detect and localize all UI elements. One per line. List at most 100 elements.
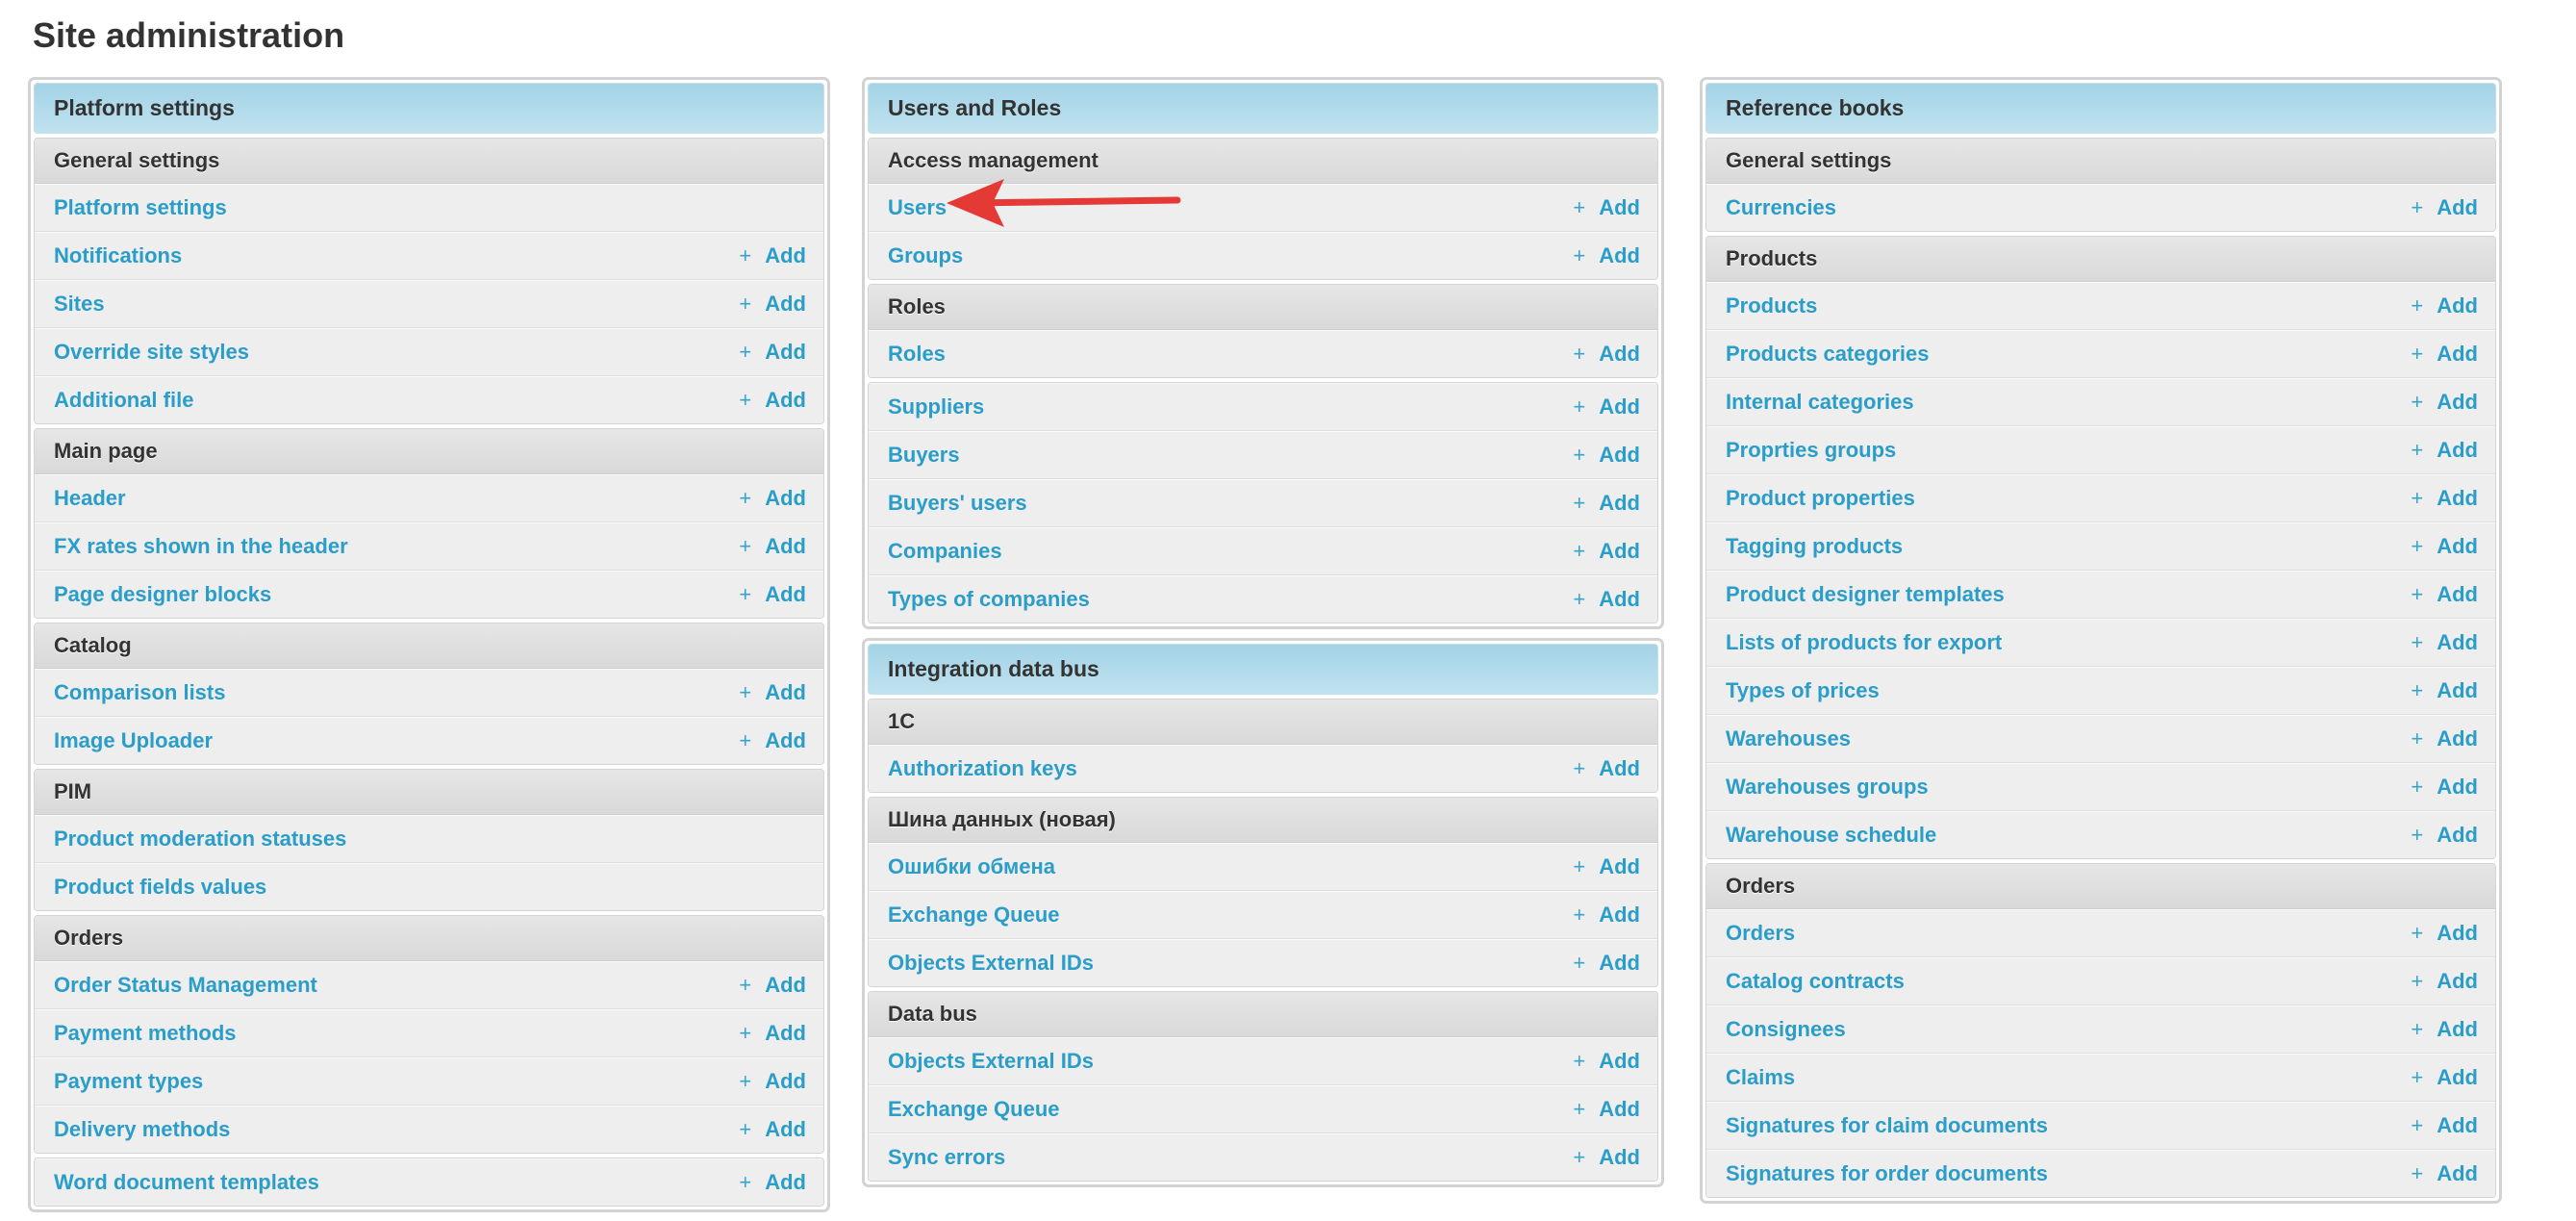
add-button[interactable]: + Add [2411, 668, 2478, 714]
link-product-moderation-statuses[interactable]: Product moderation statuses [54, 827, 347, 851]
add-button[interactable]: + Add [739, 1159, 806, 1206]
link-products-categories[interactable]: Products categories [1726, 342, 1930, 366]
link-payment-types[interactable]: Payment types [54, 1069, 204, 1093]
add-button[interactable]: + Add [739, 1107, 806, 1153]
add-button[interactable]: + Add [2411, 475, 2478, 521]
link-override-site-styles[interactable]: Override site styles [54, 340, 250, 364]
add-button[interactable]: + Add [1573, 844, 1640, 890]
link-warehouse-schedule[interactable]: Warehouse schedule [1726, 823, 1937, 847]
link-lists-of-products-for-export[interactable]: Lists of products for export [1726, 630, 2003, 654]
add-button[interactable]: + Add [1573, 1086, 1640, 1132]
plus-icon: + [739, 1021, 752, 1045]
link-order-status-management[interactable]: Order Status Management [54, 973, 317, 997]
link-buyers[interactable]: Buyers [888, 443, 960, 467]
add-button[interactable]: + Add [1573, 480, 1640, 526]
link-users[interactable]: Users [888, 195, 947, 219]
link-word-document-templates[interactable]: Word document templates [54, 1170, 319, 1194]
link-product-designer-templates[interactable]: Product designer templates [1726, 582, 2005, 606]
add-button[interactable]: + Add [739, 1058, 806, 1105]
link-notifications[interactable]: Notifications [54, 243, 183, 267]
add-button[interactable]: + Add [1573, 331, 1640, 377]
add-button[interactable]: + Add [2411, 331, 2478, 377]
link-catalog-contracts[interactable]: Catalog contracts [1726, 969, 1905, 993]
add-button[interactable]: + Add [739, 670, 806, 716]
link-platform-settings[interactable]: Platform settings [54, 195, 227, 219]
link-groups[interactable]: Groups [888, 243, 964, 267]
add-button[interactable]: + Add [1573, 746, 1640, 792]
link-signatures-for-order-documents[interactable]: Signatures for order documents [1726, 1161, 2048, 1185]
link-exchange-queue[interactable]: Exchange Queue [888, 1097, 1060, 1121]
add-button[interactable]: + Add [739, 523, 806, 570]
add-button[interactable]: + Add [739, 475, 806, 521]
add-button[interactable]: + Add [1573, 892, 1640, 938]
link-exchange-queue[interactable]: Exchange Queue [888, 903, 1060, 927]
link-additional-file[interactable]: Additional file [54, 388, 194, 412]
link-sites[interactable]: Sites [54, 292, 105, 316]
link-objects-external-ids[interactable]: Objects External IDs [888, 951, 1094, 975]
add-button[interactable]: + Add [2411, 1151, 2478, 1197]
link-objects-external-ids[interactable]: Objects External IDs [888, 1049, 1094, 1073]
link-suppliers[interactable]: Suppliers [888, 394, 985, 419]
link-consignees[interactable]: Consignees [1726, 1017, 1846, 1041]
add-button[interactable]: + Add [2411, 185, 2478, 231]
link-orders[interactable]: Orders [1726, 921, 1796, 945]
add-button[interactable]: + Add [739, 329, 806, 375]
link-warehouses-groups[interactable]: Warehouses groups [1726, 775, 1929, 799]
add-button[interactable]: + Add [1573, 384, 1640, 430]
link-header[interactable]: Header [54, 486, 126, 510]
link-internal-categories[interactable]: Internal categories [1726, 390, 1914, 414]
add-button[interactable]: + Add [739, 718, 806, 764]
link-tagging-products[interactable]: Tagging products [1726, 534, 1904, 558]
link-ошибки-обмена[interactable]: Ошибки обмена [888, 854, 1055, 878]
add-button[interactable]: + Add [1573, 1038, 1640, 1084]
link-product-fields-values[interactable]: Product fields values [54, 875, 267, 899]
link-payment-methods[interactable]: Payment methods [54, 1021, 237, 1045]
add-button[interactable]: + Add [1573, 432, 1640, 478]
add-button[interactable]: + Add [2411, 283, 2478, 329]
add-button[interactable]: + Add [2411, 572, 2478, 618]
link-delivery-methods[interactable]: Delivery methods [54, 1117, 231, 1141]
add-button[interactable]: + Add [1573, 233, 1640, 279]
add-button[interactable]: + Add [739, 962, 806, 1008]
add-button[interactable]: + Add [2411, 1006, 2478, 1053]
add-button[interactable]: + Add [2411, 958, 2478, 1005]
add-button[interactable]: + Add [2411, 764, 2478, 810]
add-button[interactable]: + Add [2411, 379, 2478, 425]
add-button[interactable]: + Add [2411, 427, 2478, 473]
link-currencies[interactable]: Currencies [1726, 195, 1836, 219]
link-companies[interactable]: Companies [888, 539, 1002, 563]
link-fx-rates-shown-in-the-header[interactable]: FX rates shown in the header [54, 534, 348, 558]
link-product-properties[interactable]: Product properties [1726, 486, 1915, 510]
link-types-of-companies[interactable]: Types of companies [888, 587, 1090, 611]
link-claims[interactable]: Claims [1726, 1065, 1796, 1089]
add-button[interactable]: + Add [1573, 576, 1640, 623]
add-button[interactable]: + Add [2411, 716, 2478, 762]
add-button[interactable]: + Add [739, 1010, 806, 1056]
add-button[interactable]: + Add [739, 233, 806, 279]
add-button[interactable]: + Add [1573, 1134, 1640, 1181]
link-products[interactable]: Products [1726, 293, 1818, 318]
link-sync-errors[interactable]: Sync errors [888, 1145, 1006, 1169]
add-button[interactable]: + Add [739, 281, 806, 327]
link-warehouses[interactable]: Warehouses [1726, 726, 1852, 750]
add-button[interactable]: + Add [739, 572, 806, 618]
link-proprties-groups[interactable]: Proprties groups [1726, 438, 1897, 462]
add-button[interactable]: + Add [2411, 910, 2478, 956]
add-button[interactable]: + Add [1573, 940, 1640, 986]
add-button[interactable]: + Add [2411, 620, 2478, 666]
add-button[interactable]: + Add [2411, 1055, 2478, 1101]
link-roles[interactable]: Roles [888, 342, 946, 366]
link-comparison-lists[interactable]: Comparison lists [54, 680, 226, 704]
link-authorization-keys[interactable]: Authorization keys [888, 756, 1077, 780]
add-button[interactable]: + Add [2411, 812, 2478, 858]
link-types-of-prices[interactable]: Types of prices [1726, 678, 1880, 702]
add-button[interactable]: + Add [1573, 185, 1640, 231]
link-page-designer-blocks[interactable]: Page designer blocks [54, 582, 272, 606]
add-button[interactable]: + Add [1573, 528, 1640, 574]
add-button[interactable]: + Add [2411, 523, 2478, 570]
add-button[interactable]: + Add [739, 377, 806, 423]
link-signatures-for-claim-documents[interactable]: Signatures for claim documents [1726, 1113, 2048, 1137]
add-button[interactable]: + Add [2411, 1103, 2478, 1149]
link-image-uploader[interactable]: Image Uploader [54, 728, 214, 752]
link-buyers-users[interactable]: Buyers' users [888, 491, 1027, 515]
